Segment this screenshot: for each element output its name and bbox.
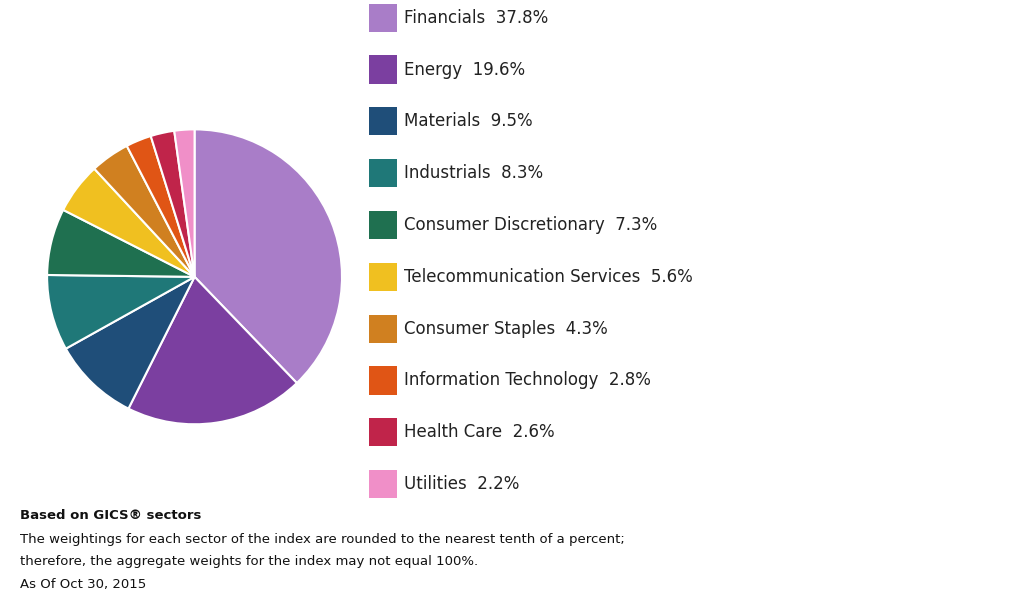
Wedge shape — [94, 146, 195, 277]
Wedge shape — [127, 136, 195, 277]
Text: Information Technology  2.8%: Information Technology 2.8% — [404, 372, 651, 389]
Wedge shape — [128, 277, 297, 424]
Wedge shape — [63, 168, 195, 277]
Text: Consumer Discretionary  7.3%: Consumer Discretionary 7.3% — [404, 216, 657, 234]
Wedge shape — [174, 130, 195, 277]
Text: Industrials  8.3%: Industrials 8.3% — [404, 164, 544, 182]
Text: Materials  9.5%: Materials 9.5% — [404, 112, 534, 130]
Wedge shape — [66, 277, 195, 409]
Text: Telecommunication Services  5.6%: Telecommunication Services 5.6% — [404, 268, 693, 286]
Wedge shape — [47, 275, 195, 349]
Text: Consumer Staples  4.3%: Consumer Staples 4.3% — [404, 320, 608, 337]
Text: Based on GICS® sectors: Based on GICS® sectors — [20, 509, 202, 522]
Text: As Of Oct 30, 2015: As Of Oct 30, 2015 — [20, 578, 146, 589]
Text: The weightings for each sector of the index are rounded to the nearest tenth of : The weightings for each sector of the in… — [20, 533, 626, 546]
Wedge shape — [151, 131, 195, 277]
Wedge shape — [47, 210, 195, 277]
Text: therefore, the aggregate weights for the index may not equal 100%.: therefore, the aggregate weights for the… — [20, 555, 478, 568]
Text: Financials  37.8%: Financials 37.8% — [404, 9, 549, 27]
Text: Energy  19.6%: Energy 19.6% — [404, 61, 525, 78]
Text: Health Care  2.6%: Health Care 2.6% — [404, 423, 555, 441]
Wedge shape — [195, 130, 342, 383]
Text: Utilities  2.2%: Utilities 2.2% — [404, 475, 520, 493]
